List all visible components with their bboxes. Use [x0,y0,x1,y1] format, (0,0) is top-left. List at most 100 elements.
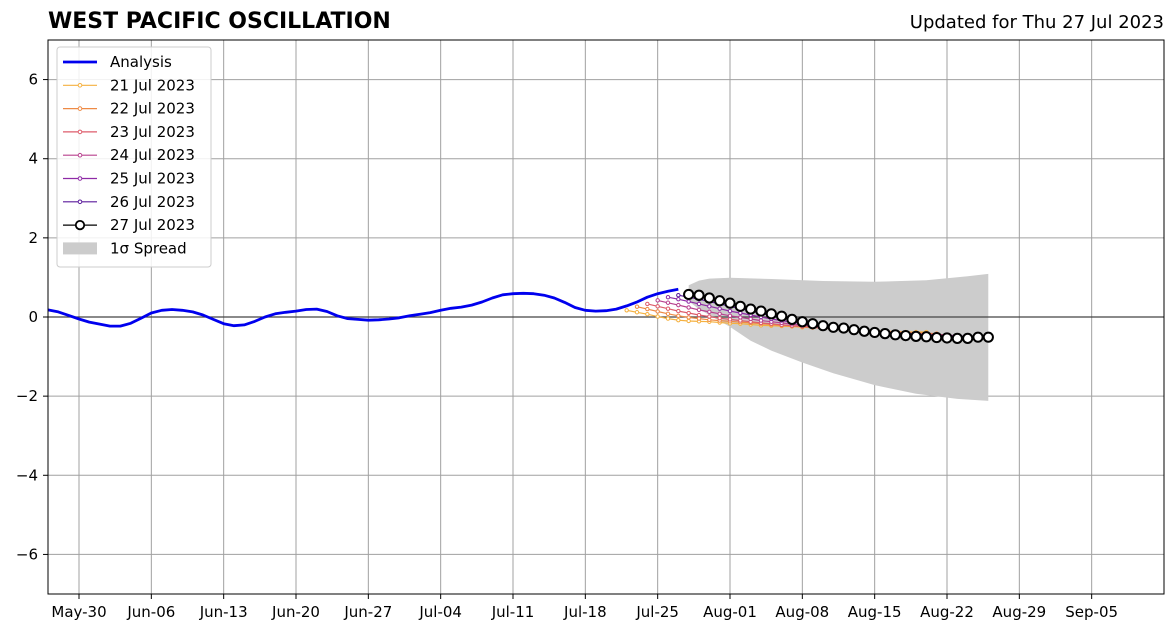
forecast-point [807,318,819,330]
forecast-point [634,310,640,315]
forecast-point [931,331,943,344]
analysis-line [47,287,679,328]
forecast-point [696,307,702,313]
forecast-point [665,306,671,311]
x-tick-label: Aug-22 [920,603,974,621]
forecast-point [686,299,691,304]
forecast-point [758,318,764,323]
forecast-point [817,320,829,332]
x-tick-label: Jun-27 [343,603,392,621]
x-tick-label: May-30 [51,603,106,621]
legend-marker [77,176,83,181]
forecast-point [665,300,671,305]
forecast-point [686,318,691,324]
forecast-point [734,300,746,312]
forecast-point [696,316,702,321]
forecast-point [879,328,891,340]
legend-entry: 1σ Spread [63,239,187,257]
x-tick-label: Jul-04 [418,603,462,621]
y-tick-label: 6 [28,71,38,89]
legend-marker [77,152,83,158]
forecast-point [738,315,743,320]
forecast-point [717,311,722,317]
forecast-point [676,313,681,319]
forecast-point [624,308,629,313]
legend-entry: 25 Jul 2023 [63,170,195,188]
forecast-point [745,303,757,315]
forecast-point [686,315,691,320]
legend-marker [77,199,83,205]
y-tick-label: −4 [16,466,38,484]
legend-label: 25 Jul 2023 [110,170,195,188]
forecast-point [655,304,660,309]
legend-entry: 24 Jul 2023 [63,146,195,164]
forecast-point [707,314,712,319]
legend-label: Analysis [110,53,172,71]
forecast-point [838,322,850,334]
forecast-point [910,330,922,342]
forecast-point [655,298,660,303]
legend-entry: 23 Jul 2023 [63,123,195,141]
x-tick-label: Aug-29 [992,603,1046,621]
forecast-point [714,295,726,307]
forecast-point [693,289,705,301]
forecast-point [727,317,733,322]
forecast-point [765,308,777,320]
forecast-point [889,329,901,341]
legend-entry: 21 Jul 2023 [63,76,195,94]
legend-marker [77,83,83,88]
legend-entry: 22 Jul 2023 [63,100,195,118]
y-tick-label: 0 [28,308,38,326]
forecast-point [676,308,681,314]
x-tick-label: Jun-06 [126,603,175,621]
forecast-point [900,329,912,342]
x-tick-label: Sep-05 [1065,603,1118,621]
x-tick-label: Aug-01 [703,603,757,621]
forecast-point [676,293,681,298]
legend-marker [74,220,86,231]
forecast-point [727,313,733,319]
spread-area [688,273,989,401]
legend-label: 24 Jul 2023 [110,146,195,164]
x-tick-label: Jun-13 [199,603,248,621]
forecast-point [665,316,671,321]
forecast-point [655,314,660,319]
forecast-point [848,324,860,336]
forecast-point [827,321,839,333]
y-tick-label: 4 [28,150,38,168]
legend-label: 1σ Spread [110,239,187,257]
legend-marker [77,106,83,111]
forecast-point [696,312,702,318]
forecast-point [962,332,974,344]
forecast-point [634,304,640,309]
forecast-point [676,302,681,308]
forecast-series [683,288,994,344]
x-tick-label: Jul-11 [491,603,535,621]
forecast-point [676,296,681,302]
forecast-point [665,295,671,300]
legend-label: 23 Jul 2023 [110,123,195,141]
forecast-point [982,331,994,343]
forecast-point [941,332,953,344]
forecast-point [655,309,660,314]
legend-label: 26 Jul 2023 [110,193,195,211]
forecast-point [645,306,650,312]
forecast-point [686,305,691,310]
spread-band [688,273,989,401]
series-layer [47,287,994,344]
y-tick-label: −2 [16,387,38,405]
forecast-point [972,331,984,343]
legend-area-swatch [63,242,97,255]
y-tick-label: −6 [16,545,38,563]
forecast-point [703,292,715,304]
x-tick-label: Jul-25 [635,603,679,621]
legend-entry: 27 Jul 2023 [63,216,195,234]
forecast-point [755,305,767,317]
legend-label: 22 Jul 2023 [110,100,195,118]
forecast-point [665,311,671,317]
x-tick-label: Jun-20 [271,603,320,621]
forecast-point [717,315,722,321]
forecast-point [727,308,733,314]
forecast-point [683,288,695,301]
